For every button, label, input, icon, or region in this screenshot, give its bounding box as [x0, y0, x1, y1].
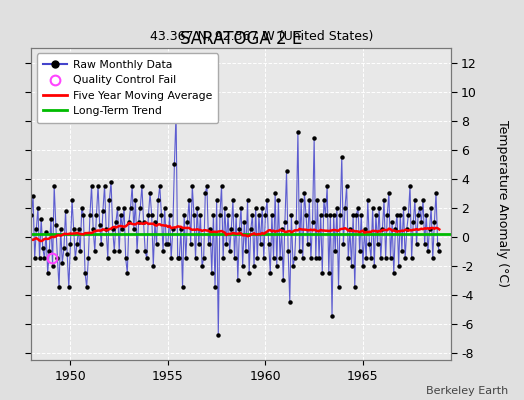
- Text: Berkeley Earth: Berkeley Earth: [426, 386, 508, 396]
- Title: SARATOGA 2 E: SARATOGA 2 E: [180, 30, 302, 48]
- Y-axis label: Temperature Anomaly (°C): Temperature Anomaly (°C): [496, 120, 509, 288]
- Legend: Raw Monthly Data, Quality Control Fail, Five Year Moving Average, Long-Term Tren: Raw Monthly Data, Quality Control Fail, …: [37, 54, 219, 123]
- Text: 43.367 N, 92.367 W (United States): 43.367 N, 92.367 W (United States): [150, 30, 374, 43]
